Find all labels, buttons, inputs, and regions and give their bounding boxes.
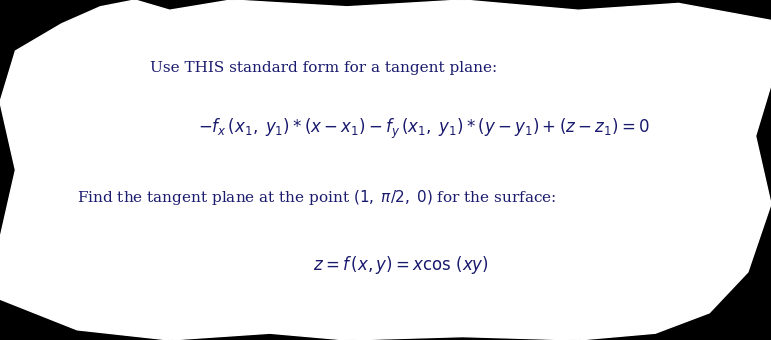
Text: Use THIS standard form for a tangent plane:: Use THIS standard form for a tangent pla… xyxy=(150,61,497,75)
Text: $z = f\,(x, y) = x\cos\,(xy)$: $z = f\,(x, y) = x\cos\,(xy)$ xyxy=(313,254,489,276)
Text: $-f_x\,(x_1,\; y_1) * (x - x_1) - f_y\,(x_1,\; y_1) * (y - y_1) + (z - z_1) = 0$: $-f_x\,(x_1,\; y_1) * (x - x_1) - f_y\,(… xyxy=(198,117,650,141)
Text: Find the tangent plane at the point $(1,\; \pi/2,\; 0)$ for the surface:: Find the tangent plane at the point $(1,… xyxy=(77,188,557,207)
